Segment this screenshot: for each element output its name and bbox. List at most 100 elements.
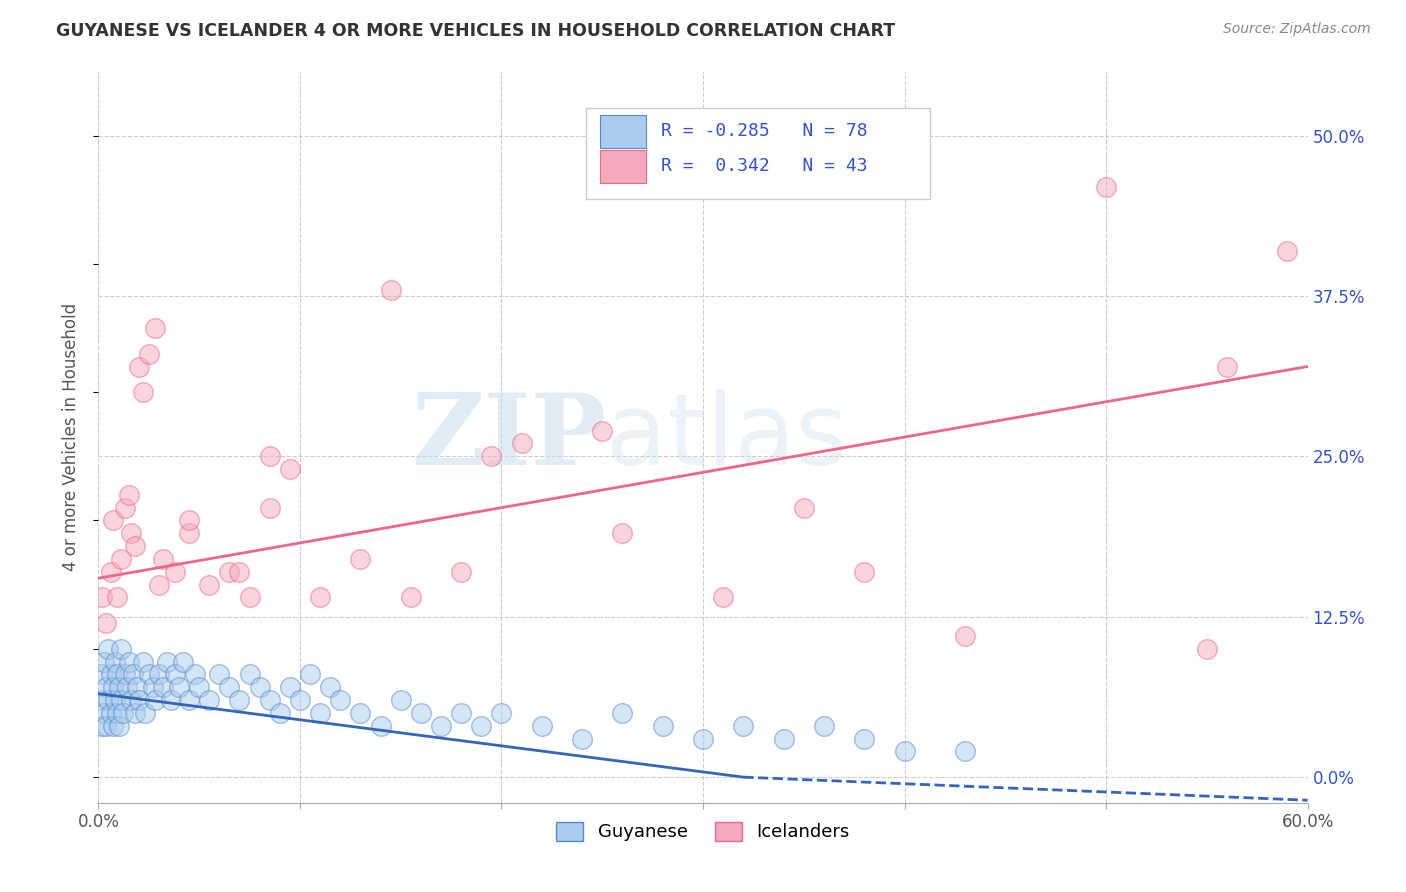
Point (91, 667, 114, 681)
Point (138, 667, 160, 681)
Point (148, 577, 170, 591)
Point (349, 706, 371, 720)
Point (278, 681, 301, 695)
Point (198, 577, 221, 591)
FancyBboxPatch shape (586, 108, 931, 200)
Point (167, 681, 190, 695)
Point (100, 565, 122, 579)
Point (893, 744, 915, 758)
Point (96, 681, 118, 695)
Point (120, 693, 142, 707)
Point (134, 706, 156, 720)
Point (249, 681, 271, 695)
Point (163, 565, 186, 579)
Point (1195, 641, 1218, 656)
Point (1277, 244, 1299, 258)
Point (138, 346, 160, 360)
Point (228, 565, 250, 579)
Point (132, 385, 155, 400)
Point (259, 693, 281, 707)
Point (692, 731, 714, 746)
Point (309, 591, 332, 605)
Point (380, 283, 402, 297)
Point (288, 693, 311, 707)
Point (115, 681, 138, 695)
Point (118, 655, 141, 669)
Text: GUYANESE VS ICELANDER 4 OR MORE VEHICLES IN HOUSEHOLD CORRELATION CHART: GUYANESE VS ICELANDER 4 OR MORE VEHICLES… (56, 22, 896, 40)
Point (470, 719, 492, 733)
Point (491, 706, 513, 720)
Point (143, 693, 166, 707)
Point (110, 693, 132, 707)
Point (91, 591, 114, 605)
Point (97, 641, 120, 656)
Point (591, 424, 613, 438)
Point (152, 681, 174, 695)
Point (278, 462, 301, 476)
Point (96, 616, 118, 631)
Point (450, 565, 472, 579)
Point (128, 693, 150, 707)
Point (118, 488, 141, 502)
Point (188, 681, 211, 695)
FancyBboxPatch shape (600, 151, 647, 183)
Point (111, 706, 134, 720)
Point (450, 706, 472, 720)
Point (100, 706, 122, 720)
Point (105, 667, 128, 681)
Point (114, 667, 136, 681)
Point (132, 655, 155, 669)
Point (530, 719, 553, 733)
Point (163, 667, 186, 681)
Point (853, 565, 876, 579)
Point (91, 719, 114, 733)
Point (179, 526, 201, 541)
Point (853, 731, 876, 746)
Point (105, 591, 128, 605)
Point (97, 693, 120, 707)
Point (711, 591, 734, 605)
Point (259, 450, 281, 464)
Point (481, 450, 503, 464)
Point (128, 359, 150, 374)
Point (143, 321, 166, 335)
Point (179, 514, 201, 528)
Point (184, 667, 207, 681)
Point (105, 706, 128, 720)
Text: R =  0.342   N = 43: R = 0.342 N = 43 (661, 158, 868, 176)
Point (239, 667, 262, 681)
Point (160, 693, 183, 707)
Point (101, 681, 124, 695)
Point (1216, 359, 1239, 374)
Point (953, 629, 976, 643)
Point (198, 693, 221, 707)
Point (103, 693, 125, 707)
Point (349, 552, 371, 566)
Point (101, 514, 124, 528)
Point (110, 552, 132, 566)
Point (124, 706, 146, 720)
Point (259, 500, 281, 515)
Point (179, 693, 201, 707)
Point (125, 681, 148, 695)
Point (370, 719, 392, 733)
Point (148, 667, 170, 681)
Point (110, 641, 132, 656)
Point (208, 667, 231, 681)
Text: ZIP: ZIP (412, 389, 606, 485)
Point (389, 693, 412, 707)
Legend: Guyanese, Icelanders: Guyanese, Icelanders (550, 814, 856, 848)
Point (772, 731, 794, 746)
Point (142, 681, 165, 695)
Point (309, 706, 332, 720)
Point (733, 719, 755, 733)
Point (1095, 179, 1118, 194)
Point (409, 706, 432, 720)
Point (218, 681, 240, 695)
Point (100, 667, 122, 681)
Point (107, 719, 129, 733)
Point (156, 655, 179, 669)
Point (430, 719, 453, 733)
Y-axis label: 4 or more Vehicles in Household: 4 or more Vehicles in Household (62, 303, 80, 571)
Point (510, 436, 533, 450)
